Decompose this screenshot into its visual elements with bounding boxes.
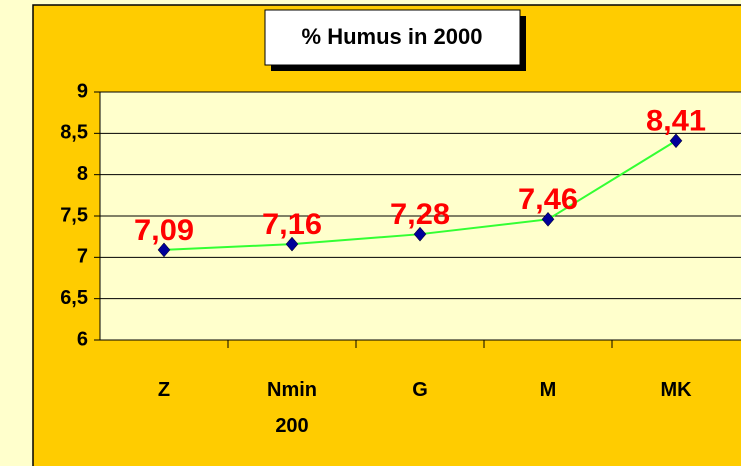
x-tick-label: MK [660, 379, 692, 401]
y-tick-label: 7,5 [60, 204, 88, 226]
value-label: 7,16 [262, 208, 322, 241]
y-tick-label: 9 [77, 80, 88, 102]
marker [541, 211, 555, 227]
marker [669, 133, 683, 149]
x-tick-label: G [412, 379, 428, 401]
value-label: 7,28 [390, 198, 450, 231]
x-tick-label: Nmin 200 [267, 379, 317, 437]
value-label: 7,09 [134, 214, 194, 247]
y-tick-label: 6,5 [60, 287, 88, 309]
x-tick-label: M [539, 379, 557, 401]
value-label: 8,41 [646, 105, 706, 138]
marker [157, 242, 171, 258]
marker [413, 226, 427, 242]
value-label: 7,46 [518, 183, 578, 216]
y-tick-label: 7 [77, 246, 88, 268]
y-tick-label: 8 [77, 163, 88, 185]
y-tick-label: 6 [77, 328, 88, 350]
title-box [264, 9, 521, 66]
x-tick-label: Z [157, 379, 171, 401]
y-tick-label: 8,5 [60, 122, 88, 144]
chart-title: % Humus in 2000 [302, 24, 483, 49]
marker [285, 236, 299, 252]
